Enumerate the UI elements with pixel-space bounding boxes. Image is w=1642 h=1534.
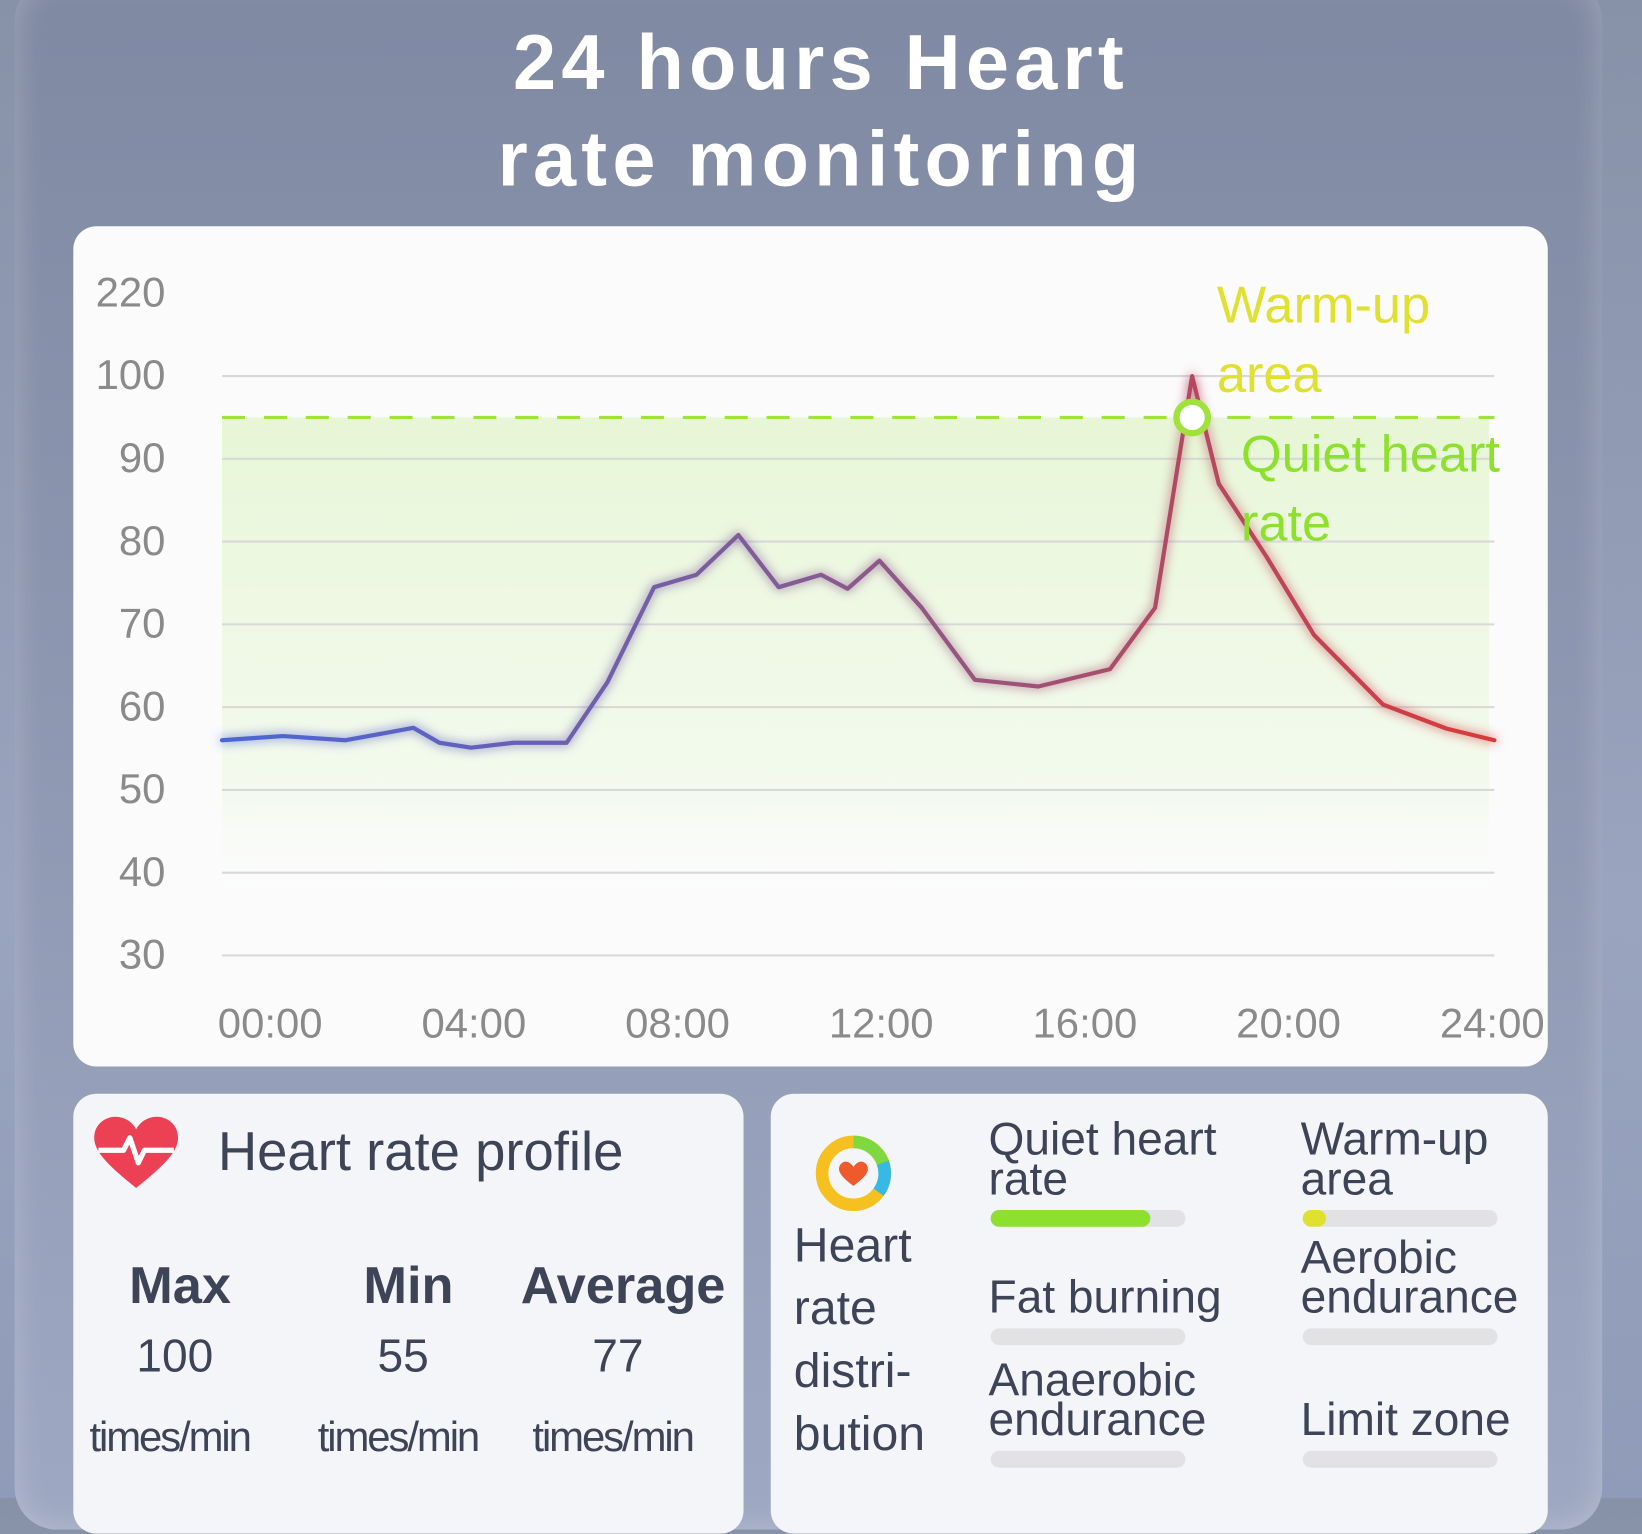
zone-label: Fat burning <box>988 1271 1222 1324</box>
y-tick-label: 100 <box>96 351 166 398</box>
zone-track <box>990 1450 1186 1468</box>
y-tick-label: 60 <box>119 682 166 729</box>
profile-card <box>73 1093 744 1534</box>
stat-label: Average <box>520 1256 726 1315</box>
annotation: Warm-up area <box>1216 275 1431 404</box>
zone-label: Limit zone <box>1300 1394 1511 1446</box>
heart-rate-line <box>219 373 1497 750</box>
zone-bar <box>990 1209 1151 1227</box>
heart-icon <box>94 1116 179 1188</box>
distribution-title: Heart rate distri-bution <box>793 1217 926 1461</box>
stat-value: 100 <box>136 1330 214 1382</box>
annotation: Quiet heart rate <box>1240 424 1500 553</box>
x-tick-label: 20:00 <box>1236 1000 1341 1047</box>
distribution-icon <box>815 1135 892 1212</box>
stat-label: Max <box>129 1256 232 1315</box>
chart: 30 40 50 60 70 80 90 100 220 00:00 04:00 08:00 12:00… <box>94 268 1545 1468</box>
x-tick-label: 08:00 <box>625 1000 730 1047</box>
threshold-marker <box>1173 398 1212 437</box>
zone-track <box>1302 1328 1498 1346</box>
y-tick-label: 70 <box>119 600 166 647</box>
y-tick-label: 50 <box>119 765 166 812</box>
y-tick-label: 90 <box>119 434 166 481</box>
x-tick-label: 16:00 <box>1033 1000 1138 1047</box>
zone-track <box>990 1328 1186 1346</box>
zone-label: Aerobic endurance <box>1300 1231 1519 1324</box>
zone-label: Quiet heart rate <box>988 1113 1217 1205</box>
x-tick-label: 12:00 <box>829 1000 934 1047</box>
y-tick-label: 30 <box>119 931 166 978</box>
zone-label: Warm-up area <box>1300 1113 1489 1205</box>
stat-unit: times/min <box>89 1414 251 1461</box>
x-tick-label: 04:00 <box>421 1000 526 1047</box>
x-tick-label: 00:00 <box>218 1000 323 1047</box>
stat-label: Min <box>363 1256 454 1315</box>
y-tick-label: 220 <box>96 268 166 315</box>
y-tick-label: 40 <box>119 848 166 895</box>
zone-track <box>1302 1450 1498 1468</box>
profile-title: Heart rate profile <box>217 1121 624 1183</box>
screen: 24 hours Heart rate monitoring 30 40 50 60 7… <box>14 0 1603 1534</box>
page-title: 24 hours Heart rate monitoring <box>497 18 1145 203</box>
x-tick-label: 24:00 <box>1440 1000 1545 1047</box>
y-tick-label: 80 <box>119 517 166 564</box>
zone-bar <box>1302 1209 1327 1227</box>
stat-value: 55 <box>377 1330 429 1382</box>
zone-label: Anaerobic endurance <box>988 1354 1207 1446</box>
stat-value: 77 <box>592 1330 644 1382</box>
stat-unit: times/min <box>532 1414 694 1461</box>
stat-unit: times/min <box>317 1414 480 1461</box>
zone-fill <box>222 417 1490 914</box>
zone-track <box>1302 1209 1498 1227</box>
